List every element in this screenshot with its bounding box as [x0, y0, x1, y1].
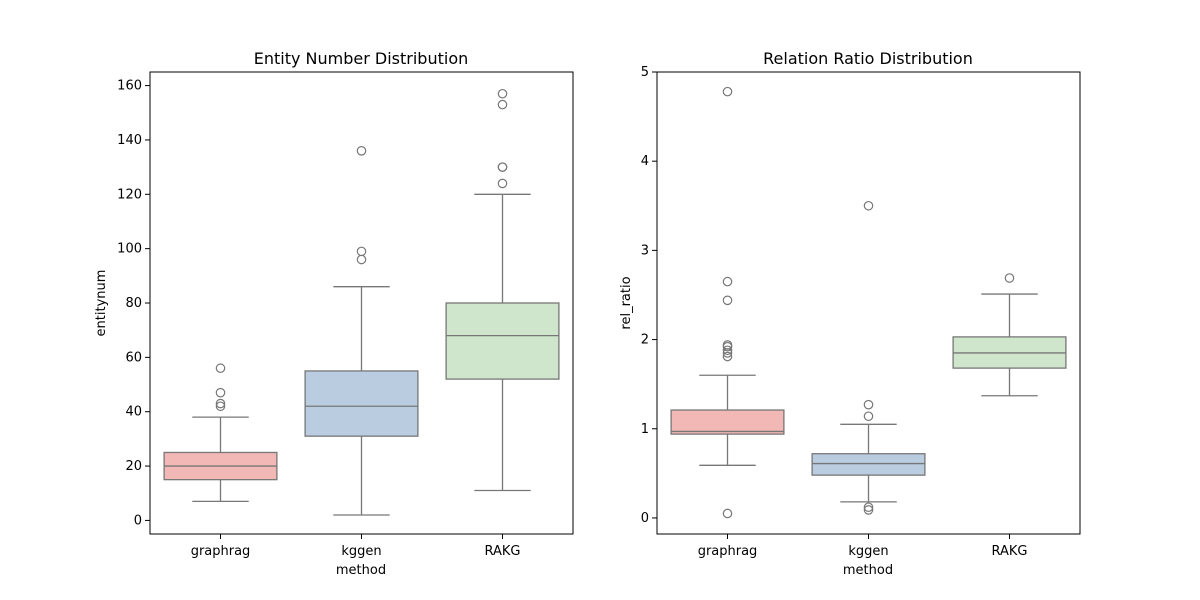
outlier-point: [863, 411, 874, 422]
y-tick-label: 20: [125, 459, 142, 474]
y-tick-label: 100: [117, 242, 142, 257]
y-axis-label: entitynum: [94, 270, 109, 337]
y-tick-label: 0: [134, 513, 142, 528]
x-tick-label: RAKG: [992, 544, 1028, 559]
chart-title: Relation Ratio Distribution: [763, 49, 973, 68]
outlier-point: [215, 401, 226, 412]
outlier-point: [497, 88, 508, 99]
x-axis-label: method: [843, 563, 893, 578]
outlier-point: [722, 276, 733, 287]
relation-ratio-chart: Relation Ratio Distribution method rel_r…: [619, 49, 1081, 578]
box-RAKG: [445, 302, 560, 380]
outlier-point: [722, 340, 733, 350]
outlier-point: [356, 146, 367, 156]
outlier-point: [497, 178, 508, 189]
outlier-point: [863, 502, 874, 513]
outlier-point: [1004, 273, 1015, 283]
x-tick-label: kggen: [848, 544, 888, 559]
y-tick-label: 60: [125, 350, 142, 365]
outlier-point: [863, 200, 874, 211]
y-tick-label: 5: [641, 65, 649, 80]
outlier-point: [215, 363, 226, 374]
outlier-point: [497, 162, 508, 172]
y-tick-label: 3: [641, 243, 649, 258]
outlier-point: [722, 351, 733, 362]
y-tick-label: 2: [641, 333, 649, 348]
outlier-point: [215, 398, 226, 409]
x-tick-label: kggen: [341, 544, 381, 559]
chart-title: Entity Number Distribution: [254, 49, 469, 68]
outlier-point: [722, 345, 733, 356]
y-tick-label: 80: [125, 296, 142, 311]
outlier-point: [722, 295, 733, 306]
outlier-point: [722, 86, 733, 97]
outlier-point: [356, 254, 367, 265]
y-tick-label: 140: [117, 133, 142, 148]
plot-area-frame: [149, 71, 574, 535]
y-tick-label: 4: [641, 154, 649, 169]
y-tick-label: 120: [117, 187, 142, 202]
outlier-point: [215, 387, 226, 398]
y-tick-label: 40: [125, 405, 142, 420]
y-tick-label: 1: [641, 422, 649, 437]
box-graphrag: [670, 409, 785, 435]
x-tick-label: RAKG: [485, 544, 521, 559]
box-kggen: [304, 370, 419, 437]
x-axis-label: method: [336, 563, 386, 578]
y-axis-label: rel_ratio: [619, 276, 634, 329]
y-tick-label: 0: [641, 511, 649, 526]
x-tick-label: graphrag: [698, 544, 758, 559]
outlier-point: [356, 246, 367, 257]
x-tick-label: graphrag: [191, 544, 251, 559]
y-tick-label: 160: [117, 79, 142, 94]
entity-number-chart: Entity Number Distribution method entity…: [94, 49, 574, 578]
outlier-point: [722, 508, 733, 519]
outlier-point: [863, 505, 874, 515]
box-kggen: [811, 453, 926, 476]
plot-area-frame: [656, 71, 1081, 535]
outlier-point: [497, 99, 508, 110]
outlier-point: [863, 399, 874, 410]
